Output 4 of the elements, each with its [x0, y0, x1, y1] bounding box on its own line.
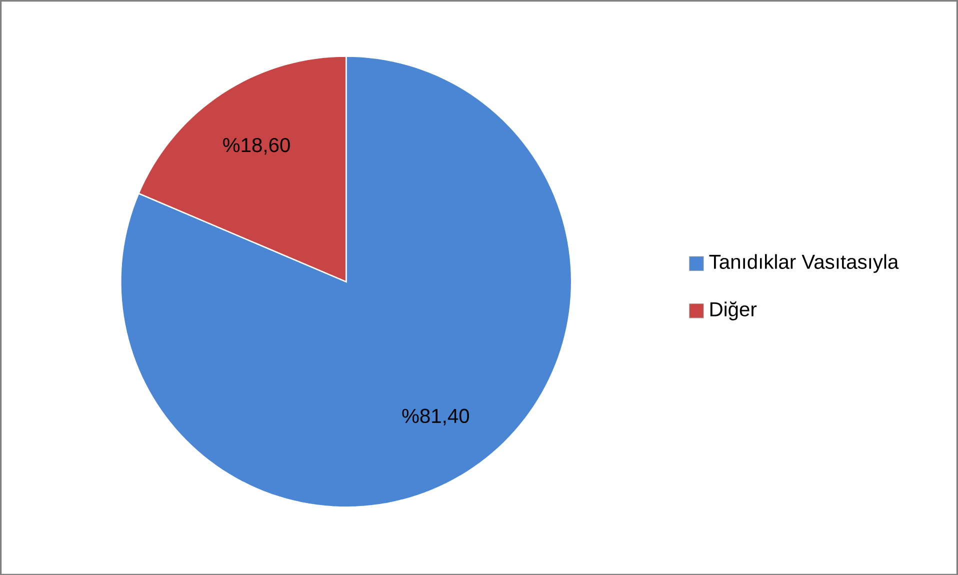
- data-label: %81,40: [402, 408, 470, 426]
- data-label: %18,60: [223, 138, 290, 154]
- legend-label: Tanıdıklar Vasıtasıyla: [709, 254, 899, 273]
- legend-label: Diğer: [710, 301, 757, 320]
